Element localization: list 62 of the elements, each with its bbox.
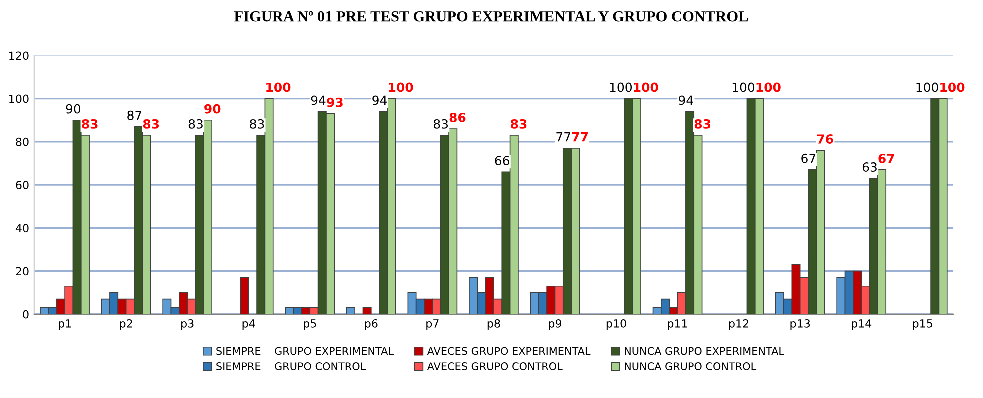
x-tick-label: p9 (549, 319, 562, 330)
x-tick-label: p10 (606, 319, 626, 330)
y-tick-label: 20 (16, 267, 29, 276)
bar (240, 277, 250, 314)
legend-label: AVECES GRUPO EXPERIMENTAL (427, 347, 591, 356)
y-tick-label: 60 (16, 181, 29, 190)
data-label: 83 (511, 119, 527, 129)
data-label: 100 (732, 82, 755, 92)
x-tick-label: p8 (488, 319, 500, 330)
data-label: 94 (679, 96, 694, 106)
chart-title: FIGURA Nº 01 PRE TEST GRUPO EXPERIMENTAL Y GRUPO CONTROL (234, 11, 748, 22)
x-tick-label: p12 (729, 319, 749, 330)
data-label: 93 (327, 98, 343, 108)
data-label: 83 (250, 119, 264, 129)
data-label: 94 (372, 96, 388, 106)
legend-label: NUNCA GRUPO EXPERIMENTAL (625, 347, 784, 356)
data-label: 94 (311, 96, 326, 106)
x-tick-label: p7 (426, 320, 439, 330)
data-label: 86 (450, 112, 466, 122)
data-label: 77 (572, 132, 588, 142)
bar (346, 308, 356, 314)
y-tick-label: 80 (16, 138, 29, 146)
y-tick-label: 120 (10, 52, 29, 60)
data-label: 100 (389, 82, 414, 92)
data-label: 83 (694, 119, 711, 129)
data-label: 100 (940, 82, 965, 92)
data-label: 100 (610, 82, 632, 92)
data-label: 63 (862, 162, 877, 172)
legend-label: NUNCA GRUPO CONTROL (625, 362, 757, 370)
data-label: 100 (756, 82, 781, 92)
data-label: 100 (266, 82, 291, 92)
x-tick-label: p13 (790, 319, 810, 330)
x-tick-label: p11 (668, 320, 688, 330)
data-label: 90 (204, 104, 221, 114)
data-label: 90 (66, 104, 81, 114)
data-label: 76 (818, 134, 834, 144)
y-tick-label: 40 (16, 224, 29, 233)
x-tick-label: p5 (304, 320, 316, 330)
data-label: 83 (143, 119, 160, 129)
x-tick-label: p1 (58, 320, 72, 330)
x-tick-label: p15 (913, 320, 932, 330)
data-label: 66 (495, 156, 510, 166)
data-label: 87 (128, 110, 142, 120)
data-label: 67 (802, 154, 816, 164)
data-label: 77 (556, 132, 570, 142)
legend-label: SIEMPRE GRUPO CONTROL (216, 362, 366, 370)
x-tick-label: p6 (365, 319, 378, 330)
x-tick-label: p2 (120, 319, 132, 330)
data-label: 83 (188, 119, 203, 129)
legend-label: SIEMPRE GRUPO EXPERIMENTAL (216, 347, 394, 356)
legend-label: AVECES GRUPO CONTROL (427, 362, 563, 370)
data-label: 83 (82, 119, 98, 129)
data-label: 100 (634, 82, 658, 92)
x-tick-label: p3 (182, 319, 194, 330)
x-tick-label: p14 (852, 320, 872, 330)
data-label: 83 (434, 119, 448, 129)
x-tick-label: p4 (242, 320, 256, 330)
data-label: 67 (878, 154, 894, 164)
bar (362, 308, 372, 314)
data-label: 100 (916, 82, 938, 92)
y-tick-label: 100 (10, 94, 29, 104)
y-tick-label: 0 (23, 310, 29, 319)
